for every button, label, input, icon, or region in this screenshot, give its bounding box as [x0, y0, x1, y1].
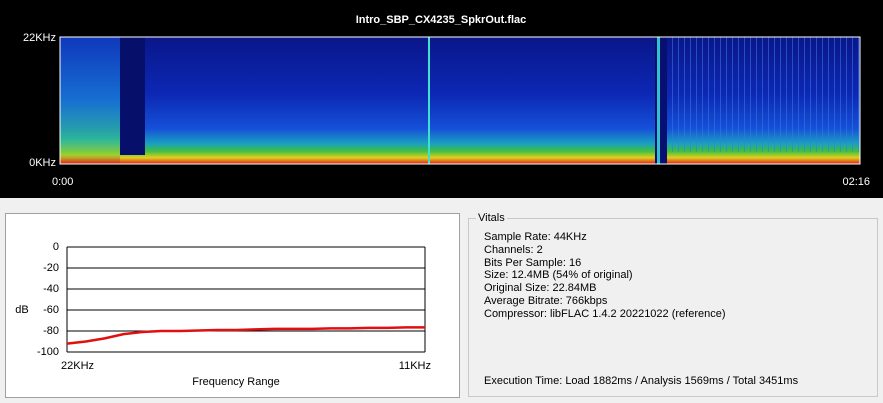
time-label: 02:16	[842, 176, 870, 188]
vital-line: Size: 12.4MB (54% of original)	[484, 269, 633, 282]
vital-line: Compressor: libFLAC 1.4.2 20221022 (refe…	[484, 307, 726, 320]
vital-line: Execution Time: Load 1882ms / Analysis 1…	[484, 375, 799, 387]
y-tick-label: -60	[43, 304, 59, 316]
y-tick-label: -20	[43, 262, 59, 274]
spectrogram-region	[428, 37, 430, 164]
group-title: Vitals	[476, 212, 507, 224]
y-tick-label: -80	[43, 325, 59, 337]
spectrogram-region	[120, 37, 145, 155]
x-tick-label: 11KHz	[399, 360, 431, 372]
y-axis-label: dB	[15, 304, 28, 316]
vital-line: Sample Rate: 44KHz	[484, 231, 587, 243]
y-tick-label: -40	[43, 283, 59, 295]
chart-panel	[5, 213, 460, 398]
x-tick-label: 22KHz	[61, 360, 94, 372]
response-line	[66, 326, 425, 345]
vital-line: Original Size: 22.84MB	[484, 282, 597, 295]
group-frame	[468, 218, 878, 397]
spectrogram-region	[60, 37, 120, 164]
time-label: 0:00	[52, 176, 73, 188]
spectrogram-region	[657, 37, 660, 164]
file-title: Intro_SBP_CX4235_SpkrOut.flac	[356, 14, 527, 26]
y-tick-label: -100	[37, 346, 59, 358]
freq-label: 0KHz	[29, 157, 56, 169]
vital-line: Average Bitrate: 766kbps	[484, 295, 608, 307]
y-tick-label: 0	[53, 241, 59, 253]
spectrogram-region	[668, 37, 860, 152]
freq-label: 22KHz	[23, 32, 56, 44]
vital-line: Channels: 2	[484, 243, 543, 256]
vitals-group: Vitals Sample Rate: 44KHz Channels: 2 Bits…	[468, 212, 878, 397]
vital-line: Bits Per Sample: 16	[484, 256, 582, 269]
spectrogram-panel: Intro_SBP_CX4235_SpkrOut.flac 22KHz 0KHz…	[0, 0, 883, 198]
spectrogram-region	[655, 37, 667, 164]
spectrogram-frame	[59, 36, 861, 165]
x-axis-label: Frequency Range	[192, 376, 279, 388]
frequency-chart: dB Frequency Range 0 -20 -40 -60 -80 -10022KH…	[5, 213, 460, 398]
